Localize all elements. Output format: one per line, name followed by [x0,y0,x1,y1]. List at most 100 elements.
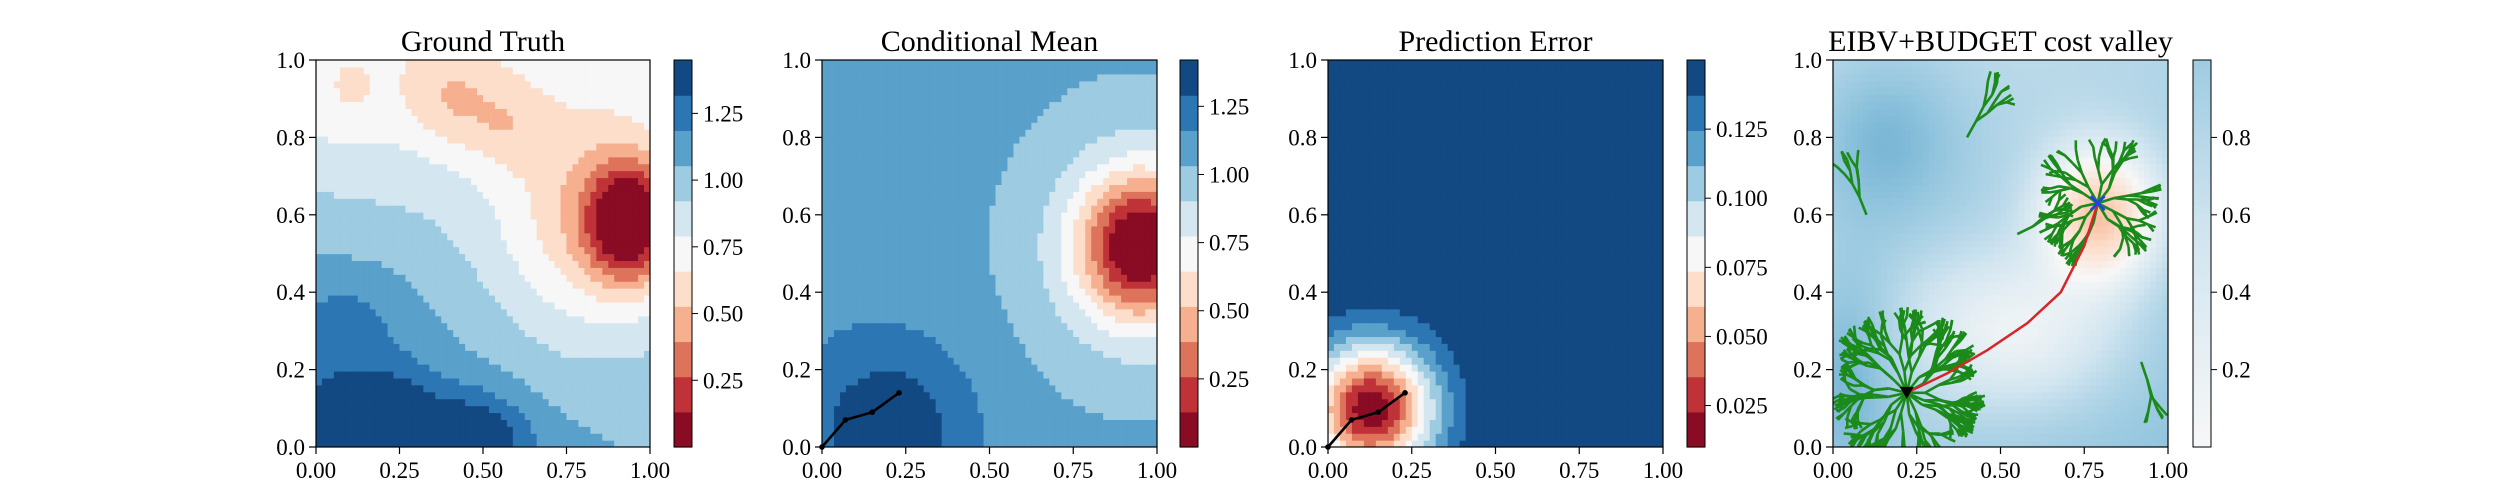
colorbar-band [1180,376,1198,413]
colorbar-3: 0.025 0.050 0.075 0.100 0.125 [1686,59,1768,448]
colorbar-band [2193,92,2211,101]
tree-edge [1910,356,1921,373]
tree-edge [2062,219,2074,231]
tree-edge [1917,320,1926,326]
tree-edge [2114,141,2118,150]
colorbar-band [2193,213,2211,222]
tree-edge [1856,456,1865,459]
x-tick-label: 1.00 [1137,458,1177,483]
tree-edge [1843,380,1852,390]
tree-edge [1961,350,1968,359]
tree-edge [1930,435,1937,447]
trajectory [1327,391,1406,448]
colorbar-tick-label: 0.050 [1716,324,1768,349]
colorbar-band [2193,116,2211,126]
tree-edge [1859,347,1871,358]
tree-edge [1869,327,1877,339]
y-tick-label: 0.4 [782,280,811,305]
tree-edge [1853,337,1862,349]
tree-edge [1957,330,1963,340]
tree-edge [1889,466,1893,473]
x-tick-label: 0.75 [2064,458,2104,483]
colorbar-band [674,271,692,307]
tree-edge [2124,236,2130,248]
tree-edge [1861,462,1868,468]
tree-edge [1957,370,1968,376]
tree-edge [2044,196,2053,204]
tree-edge [1942,355,1953,366]
tree-edge [1942,457,1947,465]
tree-edge [1919,338,1929,348]
tree-edge [2080,172,2090,188]
tree-edge [1869,440,1878,447]
colorbar-band [2193,148,2211,158]
colorbar-band [2193,398,2211,408]
x-tick-label: 0.00 [1813,458,1853,483]
tree-edge [1876,451,1883,458]
x-tick-label: 1.00 [630,458,670,483]
colorbar-band [2193,189,2211,198]
tree-edge [1945,453,1952,455]
tree-edge [1849,368,1857,380]
tree-edge [1949,407,1960,415]
colorbar-band [1687,200,1705,237]
tree-edge [1843,399,1853,409]
tree-edge [1937,319,1941,329]
tree-edge [2055,211,2066,216]
tree-edge [1869,455,1876,459]
tree-edge [2137,242,2148,252]
tree-edge [2076,159,2084,174]
tree-edge [2106,217,2120,228]
colorbar-band [1687,60,1705,96]
tree-edge [1908,323,1919,331]
tree-edge [1892,466,1894,474]
colorbar-2: 0.25 0.50 0.75 1.00 1.25 [1179,59,1249,448]
tree-edge [1869,451,1870,460]
colorbar-band [1687,411,1705,448]
colorbar-band [674,130,692,167]
tree-edge [1929,432,1940,437]
x-tick-label: 1.00 [1643,458,1683,483]
tree-edge [1949,375,1960,382]
tree-edge [1888,342,1901,356]
tree-edge [2096,169,2104,185]
x-tick-label: 0.50 [463,458,503,483]
tree-edge [1935,408,1949,417]
colorbar-band [2193,180,2211,190]
colorbar-band [1180,235,1198,272]
tree-edge [2046,225,2054,229]
tree-edge [1982,92,1988,107]
tree-edge [2065,171,2077,182]
start-marker [1899,386,1914,399]
tree-edge [2129,155,2139,160]
tree-edge [2118,149,2126,163]
tree-edge [1909,341,1914,357]
trajectory [821,391,900,448]
tree-edge [1951,339,1962,350]
colorbar-band [674,200,692,237]
tree-edge [2118,237,2125,250]
colorbar-band [2193,245,2211,255]
tree-edge [1934,326,1943,335]
tree-edge [2048,235,2057,244]
tree-edge [1835,399,1844,407]
tree-edge [1850,396,1862,407]
colorbar-tick-label: 1.25 [703,101,743,126]
tree-edge [1868,445,1872,447]
tree-edge [1941,462,1950,464]
trajectory-point [1402,390,1408,396]
tree-edge [1878,438,1889,447]
tree-edge [2049,189,2060,194]
tree-edge [2134,243,2139,255]
colorbar-band [1180,271,1198,307]
tree-edge [1898,338,1904,355]
tree-edge [1957,355,1967,366]
colorbar-tick-label: 0.2 [2222,358,2251,383]
colorbar-frame [673,59,693,448]
y-tick-label: 0.0 [1288,435,1317,460]
tree-edge [1865,450,1871,454]
subplot-3: 0.00 0.25 0.50 0.75 1.00 0.0 0.2 0.4 0.6 0.8 1.0 Pr… [1288,25,1768,483]
colorbar-band [2193,205,2211,214]
colorbar-band [2193,438,2211,448]
tree-edge [1867,459,1872,465]
